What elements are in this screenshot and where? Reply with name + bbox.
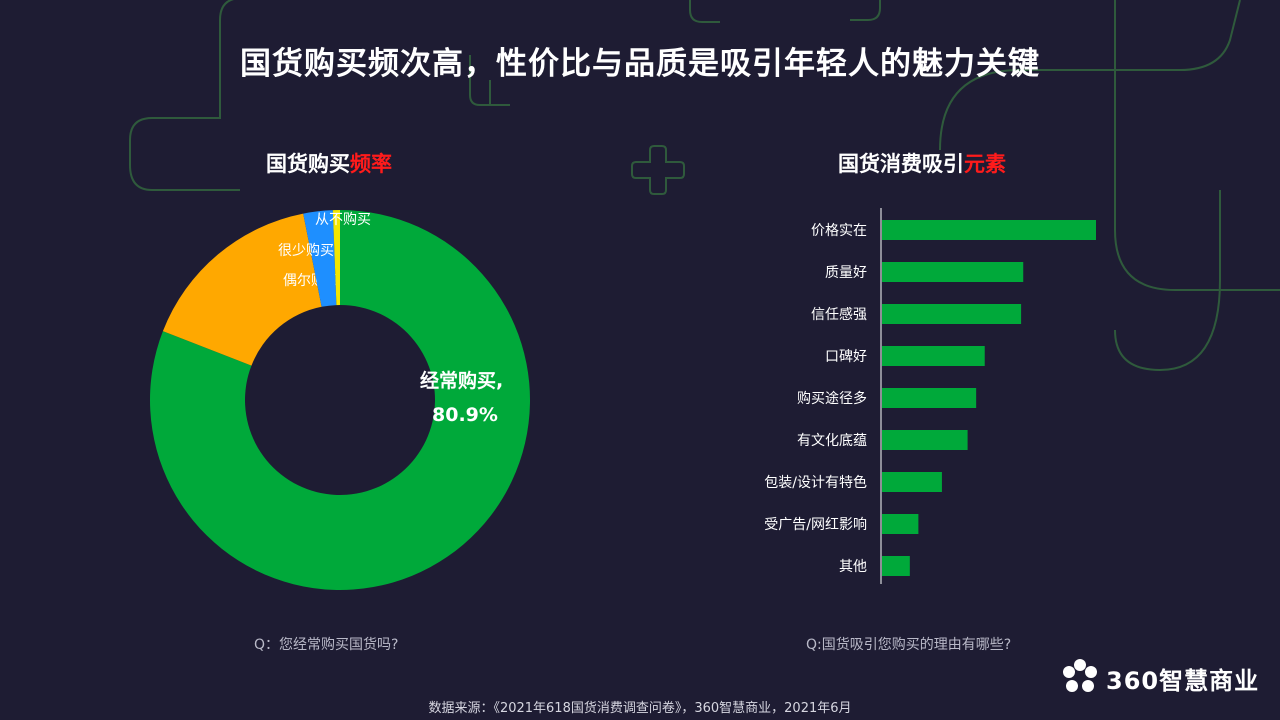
donut-title-highlight: 频率 <box>350 152 392 176</box>
bar-category-label: 价格实在 <box>811 223 867 239</box>
page-title: 国货购买频次高，性价比与品质是吸引年轻人的魅力关键 <box>240 46 1040 82</box>
bar <box>882 304 1022 324</box>
slice-label: 很少购买 <box>278 243 334 259</box>
brand-logo: 360智慧商业 <box>1058 656 1259 700</box>
bar-chart: 价格实在质量好信任感强口碑好购买途径多有文化底蕴包装/设计有特色受广告/网红影响… <box>764 208 1096 584</box>
bar-category-label: 口碑好 <box>825 349 867 365</box>
bar <box>882 346 985 366</box>
bar-category-label: 受广告/网红影响 <box>764 517 867 533</box>
donut-chart-title: 国货购买频率 <box>266 148 392 178</box>
bar-category-label: 包装/设计有特色 <box>764 474 867 491</box>
bar <box>882 430 968 450</box>
donut-slice <box>162 213 322 366</box>
donut-slice <box>150 210 530 590</box>
slice-label: 从不购买 <box>315 212 371 228</box>
bar-question: Q:国货吸引您购买的理由有哪些? <box>806 637 1012 653</box>
bar-category-label: 信任感强 <box>811 306 867 323</box>
data-source: 数据来源：《2021年618国货消费调查问卷》，360智慧商业，2021年6月 <box>428 701 852 716</box>
bar <box>882 388 977 408</box>
donut-title-main: 国货购买 <box>266 152 350 176</box>
brand-name: 360智慧商业 <box>1106 666 1260 695</box>
bar <box>882 472 942 492</box>
bar-title-main: 国货消费吸引 <box>838 152 964 176</box>
donut-question: Q：您经常购买国货吗? <box>254 637 399 653</box>
bar-chart-title: 国货消费吸引元素 <box>838 148 1006 178</box>
donut-slice <box>303 210 337 307</box>
flower-logo-icon <box>1063 659 1097 692</box>
bar-title-highlight: 元素 <box>964 152 1006 176</box>
bar <box>882 514 919 534</box>
bar-category-label: 有文化底蕴 <box>797 433 867 449</box>
bar <box>882 262 1024 282</box>
bar-category-label: 购买途径多 <box>797 390 867 407</box>
bar <box>882 556 910 576</box>
bar-category-label: 其他 <box>839 559 867 575</box>
donut-slice <box>332 210 340 306</box>
center-label-value: 80.9% <box>432 404 498 426</box>
bar-category-label: 质量好 <box>825 265 867 281</box>
center-label-name: 经常购买, <box>420 369 503 392</box>
bar <box>882 220 1096 240</box>
